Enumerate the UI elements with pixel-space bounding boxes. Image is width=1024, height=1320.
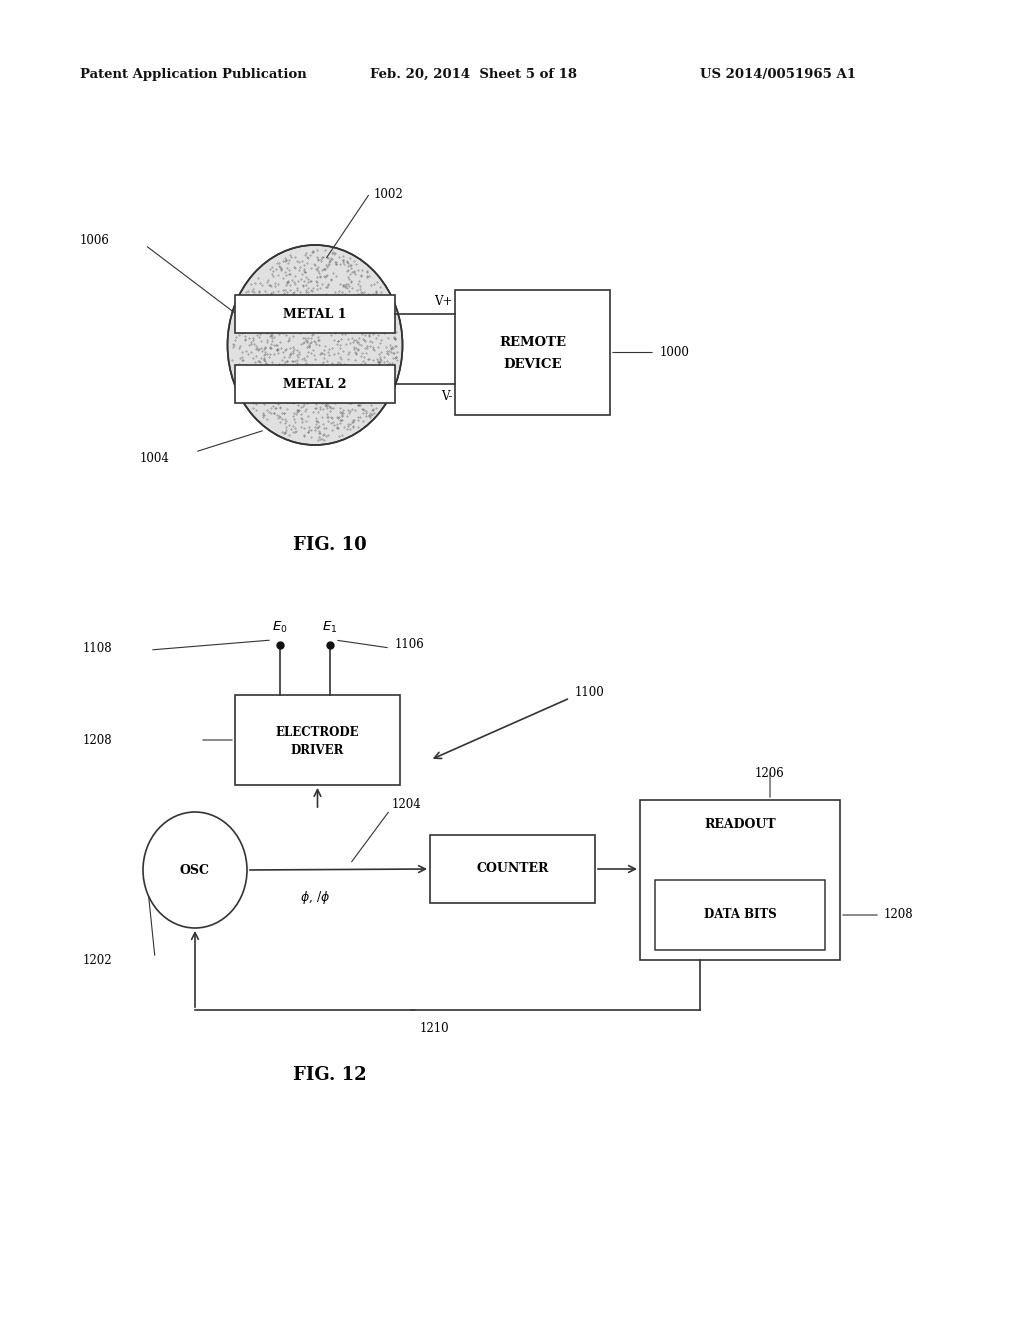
Text: OSC: OSC <box>180 863 210 876</box>
Text: DEVICE: DEVICE <box>503 358 562 371</box>
Ellipse shape <box>143 812 247 928</box>
Text: V+: V+ <box>433 294 452 308</box>
Text: REMOTE: REMOTE <box>499 337 566 348</box>
Ellipse shape <box>227 246 402 445</box>
Text: V-: V- <box>440 389 452 403</box>
Text: FIG. 10: FIG. 10 <box>293 536 367 554</box>
Text: Feb. 20, 2014  Sheet 5 of 18: Feb. 20, 2014 Sheet 5 of 18 <box>370 69 577 81</box>
Text: 1004: 1004 <box>140 451 170 465</box>
Text: FIG. 12: FIG. 12 <box>293 1067 367 1084</box>
FancyBboxPatch shape <box>430 836 595 903</box>
Text: $\phi$, /$\phi$: $\phi$, /$\phi$ <box>300 888 330 906</box>
Text: 1210: 1210 <box>420 1022 450 1035</box>
Text: 1208: 1208 <box>83 734 113 747</box>
Text: ELECTRODE: ELECTRODE <box>275 726 359 738</box>
Text: METAL 1: METAL 1 <box>284 308 347 321</box>
Text: READOUT: READOUT <box>705 818 776 832</box>
Text: Patent Application Publication: Patent Application Publication <box>80 69 307 81</box>
FancyBboxPatch shape <box>655 880 825 950</box>
Text: DRIVER: DRIVER <box>291 743 344 756</box>
Text: 1006: 1006 <box>80 234 110 247</box>
FancyBboxPatch shape <box>234 366 395 403</box>
Text: 1202: 1202 <box>83 953 113 966</box>
Text: METAL 2: METAL 2 <box>284 378 347 391</box>
FancyBboxPatch shape <box>455 290 610 414</box>
Text: 1002: 1002 <box>374 187 403 201</box>
Text: $E_0$: $E_0$ <box>272 619 288 635</box>
Text: $E_1$: $E_1$ <box>323 619 338 635</box>
Text: US 2014/0051965 A1: US 2014/0051965 A1 <box>700 69 856 81</box>
Text: 1000: 1000 <box>660 346 690 359</box>
Text: COUNTER: COUNTER <box>476 862 549 875</box>
FancyBboxPatch shape <box>234 696 400 785</box>
Text: 1108: 1108 <box>83 642 113 655</box>
Text: 1204: 1204 <box>392 799 422 812</box>
Text: 1208: 1208 <box>884 908 913 921</box>
Text: DATA BITS: DATA BITS <box>703 908 776 921</box>
FancyBboxPatch shape <box>640 800 840 960</box>
Text: 1206: 1206 <box>755 767 784 780</box>
Text: 1100: 1100 <box>575 685 605 698</box>
FancyBboxPatch shape <box>234 294 395 333</box>
Text: 1106: 1106 <box>395 639 425 652</box>
